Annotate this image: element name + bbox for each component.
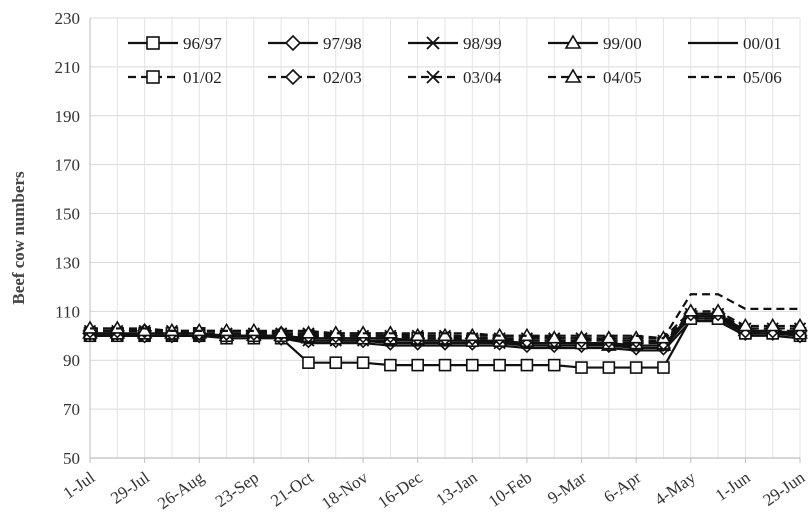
legend-label: 00/01 (743, 34, 782, 53)
x-tick-label: 9-Mar (544, 468, 590, 508)
x-tick-label: 10-Feb (485, 468, 535, 511)
legend-item: 04/05 (548, 68, 642, 87)
grid (89, 17, 801, 459)
data-point-marker (600, 330, 617, 344)
data-point-marker (146, 70, 160, 84)
y-axis-title: Beef cow numbers (9, 171, 28, 305)
data-point-marker (520, 358, 534, 372)
x-tick-label: 1-Jul (60, 468, 99, 503)
y-tick-label: 190 (55, 107, 81, 126)
data-point-marker (737, 317, 754, 332)
data-point-marker (547, 358, 561, 372)
data-point-marker (356, 356, 370, 369)
x-tick-label: 23-Sep (212, 468, 262, 511)
data-point-marker (573, 330, 590, 344)
legend-item: 00/01 (688, 34, 782, 53)
y-tick-label: 210 (55, 58, 81, 77)
legend-label: 97/98 (323, 34, 362, 53)
y-tick-label: 70 (63, 400, 80, 419)
data-point-marker (300, 325, 317, 339)
legend-label: 04/05 (603, 68, 642, 87)
data-point-marker (411, 358, 424, 372)
data-point-marker (546, 330, 563, 344)
legend-item: 99/00 (548, 34, 642, 53)
data-point-marker (564, 34, 582, 49)
data-point-marker (628, 330, 645, 344)
data-point-marker (284, 68, 302, 86)
x-tick-label: 21-Oct (267, 468, 317, 511)
data-point-marker (493, 358, 506, 372)
y-tick-label: 50 (63, 449, 80, 468)
y-tick-label: 170 (55, 156, 81, 175)
y-tick-label: 90 (63, 351, 80, 370)
data-point-marker (464, 327, 481, 342)
data-point-marker (657, 361, 670, 374)
y-tick-label: 230 (55, 9, 81, 28)
data-point-marker (466, 358, 479, 372)
legend: 96/97 97/98 98/99 99/00 00/01 01/02 02/03 03/04… (128, 34, 782, 87)
data-point-marker (710, 303, 726, 317)
legend-label: 98/99 (463, 34, 502, 53)
legend-label: 05/06 (743, 68, 782, 87)
legend-item: 02/03 (268, 68, 362, 87)
legend-item: 01/02 (128, 68, 222, 87)
series (82, 293, 808, 374)
data-point-marker (438, 358, 452, 372)
legend-label: 03/04 (463, 68, 502, 87)
data-point-marker (329, 356, 343, 369)
data-point-marker (602, 361, 616, 374)
data-point-marker (564, 68, 582, 83)
data-point-marker (682, 303, 699, 317)
data-point-marker (437, 327, 453, 342)
data-point-marker (284, 34, 302, 52)
legend-item: 98/99 (408, 34, 502, 53)
x-tick-label: 26-Aug (154, 467, 208, 513)
x-tick-label: 1-Jun (712, 467, 754, 505)
data-point-marker (273, 325, 290, 339)
data-point-marker (136, 322, 153, 337)
data-point-marker (629, 361, 643, 374)
legend-item: 03/04 (408, 68, 502, 87)
x-tick-label: 16-Dec (374, 467, 426, 512)
data-point-marker (426, 36, 440, 50)
series-line (90, 293, 800, 340)
data-point-marker (764, 317, 781, 332)
x-tick-label: 13-Jan (433, 467, 481, 509)
legend-item: 05/06 (688, 68, 782, 87)
data-point-marker (575, 361, 588, 374)
legend-item: 96/97 (128, 34, 222, 53)
data-point-marker (426, 70, 440, 84)
x-tick-label: 29-Jun (759, 467, 808, 509)
data-point-marker (409, 327, 426, 342)
series-05-06 (90, 293, 800, 340)
y-tick-label: 150 (55, 205, 81, 224)
x-tick-label: 4-May (651, 467, 699, 509)
data-point-marker (302, 356, 315, 369)
data-point-marker (146, 36, 160, 50)
legend-label: 99/00 (603, 34, 642, 53)
legend-label: 01/02 (183, 68, 222, 87)
axes: 50 70 90 110 130 150 170 190 210 230 1-Jul 29-Jul 26… (55, 9, 809, 513)
y-tick-label: 130 (55, 253, 81, 272)
x-tick-label: 29-Jul (107, 468, 153, 508)
x-tick-label: 18-Nov (318, 467, 372, 513)
legend-label: 96/97 (183, 34, 222, 53)
y-tick-label: 110 (55, 302, 80, 321)
legend-label: 02/03 (323, 68, 362, 87)
x-tick-label: 6-Apr (600, 468, 644, 507)
legend-item: 97/98 (268, 34, 362, 53)
data-point-marker (792, 317, 808, 332)
data-point-marker (384, 358, 397, 372)
